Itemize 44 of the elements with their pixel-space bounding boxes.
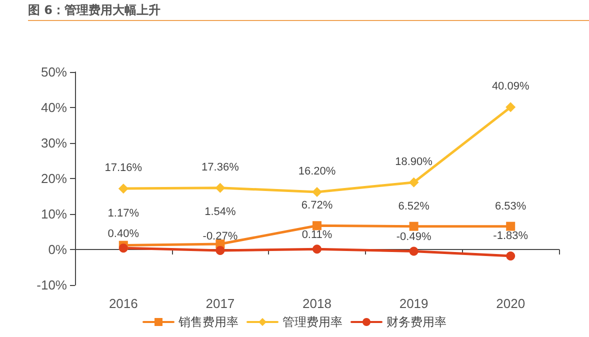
data-label: 1.17% [108,207,140,220]
point [506,252,516,260]
data-label: 6.53% [495,200,526,212]
point [409,246,418,256]
point [506,222,516,231]
point [506,102,516,112]
point [408,177,419,188]
x-tick-label: 2020 [496,296,526,311]
data-label: 17.36% [202,161,240,174]
point [312,221,322,230]
y-tick-label: 30% [40,136,68,150]
x-tick-label: 2016 [108,296,138,311]
data-label: -0.49% [396,231,432,244]
data-label: -0.27% [202,230,238,242]
point [312,244,322,254]
y-tick-label: 50% [40,64,68,80]
data-label: 17.16% [104,162,142,174]
data-label: -1.83% [493,230,528,242]
x-tick-label: 2019 [399,296,428,311]
y-tick-label: 40% [40,100,68,115]
y-tick-label: -10% [36,278,68,292]
data-label: 18.90% [395,156,433,168]
chart-title: 图 6：管理费用大幅上升 [28,2,589,21]
x-tick-label: 2018 [302,296,332,311]
legend-label: 销售费用率 [178,315,238,329]
point [216,246,225,255]
point [118,184,128,194]
data-label: 40.09% [492,80,530,93]
point [215,182,226,193]
y-tick-label: 20% [40,171,68,186]
data-label: 1.54% [204,206,236,218]
point [409,222,418,231]
data-label: 6.72% [301,200,333,212]
legend-label: 管理费用率 [282,315,342,329]
point [312,186,322,197]
legend-label: 财务费用率 [386,315,446,329]
data-label: 6.52% [398,200,430,212]
y-tick-label: 10% [40,206,68,222]
x-tick-label: 2017 [206,296,235,311]
data-label: 16.20% [298,165,336,178]
point [118,244,128,253]
data-label: 0.40% [108,228,140,240]
data-label: 0.11% [302,229,332,242]
y-tick-label: 0% [48,242,68,257]
